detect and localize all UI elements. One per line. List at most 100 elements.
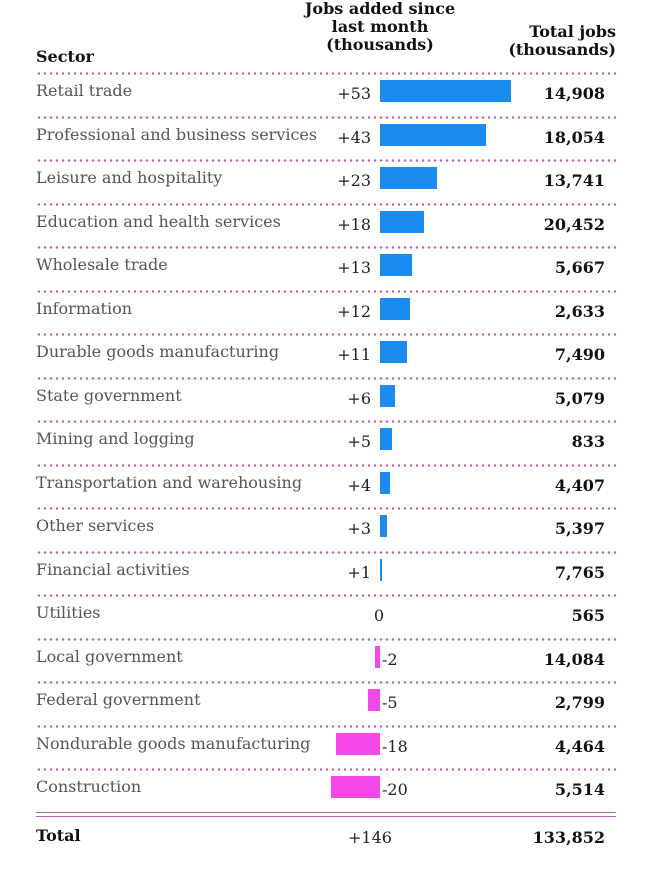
sector-label: Retail trade <box>36 81 133 100</box>
row-divider <box>36 420 616 423</box>
total-jobs-value: 20,452 <box>543 214 605 234</box>
total-jobs-value: 5,397 <box>554 519 605 538</box>
sector-label: Other services <box>36 516 155 535</box>
row-divider <box>36 768 616 771</box>
double-divider-bottom <box>36 816 616 817</box>
sector-label: Federal government <box>36 690 201 709</box>
total-jobs-value: 14,084 <box>543 649 605 669</box>
total-jobs-value: 4,464 <box>554 736 605 756</box>
change-bar <box>367 689 380 711</box>
change-label: -5 <box>382 693 398 712</box>
table-row: Local government -2 14,084 <box>0 638 645 682</box>
total-change: +146 <box>348 828 392 847</box>
column-header-jobs-added: Jobs added since last month (thousands) <box>304 0 456 54</box>
table-row: Nondurable goods manufacturing -18 4,464 <box>0 725 645 769</box>
change-bar <box>375 645 380 668</box>
total-jobs-value: 5,079 <box>554 388 605 408</box>
sector-label: Utilities <box>36 603 101 622</box>
table-row: Education and health services +18 20,452 <box>0 203 645 247</box>
column-header-sector: Sector <box>36 47 94 66</box>
total-row: Total +146 133,852 <box>0 820 645 860</box>
change-label: +18 <box>337 214 371 234</box>
sector-label: Local government <box>36 646 183 666</box>
sector-label: Education and health services <box>36 211 281 231</box>
row-divider <box>36 594 616 597</box>
double-divider-top <box>36 812 616 813</box>
total-jobs-value: 5,667 <box>554 258 605 277</box>
change-bar <box>380 210 425 233</box>
change-bar <box>380 515 388 537</box>
change-label: +1 <box>347 562 371 582</box>
table-row: Other services +3 5,397 <box>0 507 645 551</box>
table-row: Mining and logging +5 833 <box>0 420 645 464</box>
total-jobs-value: 833 <box>571 432 605 451</box>
column-header-total-jobs: Total jobs (thousands) <box>508 22 616 59</box>
sector-label: Information <box>36 298 133 318</box>
change-bar <box>380 167 437 189</box>
total-jobs-value: 13,741 <box>543 171 605 190</box>
total-label: Total <box>36 826 81 845</box>
sector-label: Nondurable goods manufacturing <box>36 733 311 753</box>
row-divider <box>36 72 616 75</box>
change-bar <box>330 776 380 798</box>
total-jobs-value: 7,490 <box>554 345 605 364</box>
row-divider <box>36 333 616 336</box>
change-bar <box>380 428 393 450</box>
row-divider <box>36 376 616 380</box>
change-label: 0 <box>373 606 385 625</box>
change-label: +43 <box>337 127 371 147</box>
row-divider <box>36 159 616 162</box>
total-jobs-value: 565 <box>571 606 605 625</box>
total-jobs-value: 5,514 <box>554 780 605 799</box>
sector-label: Wholesale trade <box>36 255 168 274</box>
row-divider <box>36 463 616 467</box>
row-divider <box>36 202 616 206</box>
total-jobs-value: 18,054 <box>543 127 605 147</box>
table-row: Information +12 2,633 <box>0 290 645 334</box>
change-label: -2 <box>382 649 398 669</box>
change-label: -20 <box>382 780 408 799</box>
table-row: Durable goods manufacturing +11 7,490 <box>0 333 645 377</box>
sector-label: Durable goods manufacturing <box>36 342 280 361</box>
row-divider <box>36 115 616 119</box>
change-label: +13 <box>337 258 371 277</box>
row-divider <box>36 637 616 641</box>
change-label: -18 <box>382 736 408 756</box>
sector-label: Transportation and warehousing <box>36 472 303 492</box>
change-bar <box>380 558 383 581</box>
total-jobs-value: 14,908 <box>543 84 605 103</box>
change-label: +23 <box>337 171 371 190</box>
table-row: Professional and business services +43 18,… <box>0 116 645 160</box>
sector-label: Mining and logging <box>36 429 195 448</box>
sector-label: Financial activities <box>36 559 190 579</box>
row-divider <box>36 507 616 510</box>
sector-label: Construction <box>36 777 142 796</box>
row-divider <box>36 289 616 293</box>
change-bar <box>380 123 487 146</box>
sector-label: Leisure and hospitality <box>36 168 223 187</box>
table-row: Transportation and warehousing +4 4,407 <box>0 464 645 508</box>
row-divider <box>36 550 616 554</box>
change-label: +4 <box>347 475 371 495</box>
total-jobs-value: 2,633 <box>554 301 605 321</box>
row-divider <box>36 246 616 249</box>
change-label: +12 <box>337 301 371 321</box>
table-row: Wholesale trade +13 5,667 <box>0 246 645 290</box>
change-label: +5 <box>347 432 371 451</box>
change-bar <box>380 341 408 363</box>
total-jobs-value: 2,799 <box>554 693 605 712</box>
change-label: +53 <box>337 84 371 103</box>
table-row: Utilities 0 565 <box>0 594 645 638</box>
change-bar <box>380 471 390 494</box>
change-bar <box>380 297 410 320</box>
row-divider <box>36 681 616 684</box>
table-row: Construction -20 5,514 <box>0 768 645 812</box>
total-value: 133,852 <box>532 828 605 847</box>
table-row: State government +6 5,079 <box>0 377 645 421</box>
row-divider <box>36 724 616 728</box>
table-row: Retail trade +53 14,908 <box>0 72 645 116</box>
table-row: Financial activities +1 7,765 <box>0 551 645 595</box>
total-jobs-value: 7,765 <box>554 562 605 582</box>
sector-label: Professional and business services <box>36 124 318 144</box>
change-bar <box>380 254 413 276</box>
